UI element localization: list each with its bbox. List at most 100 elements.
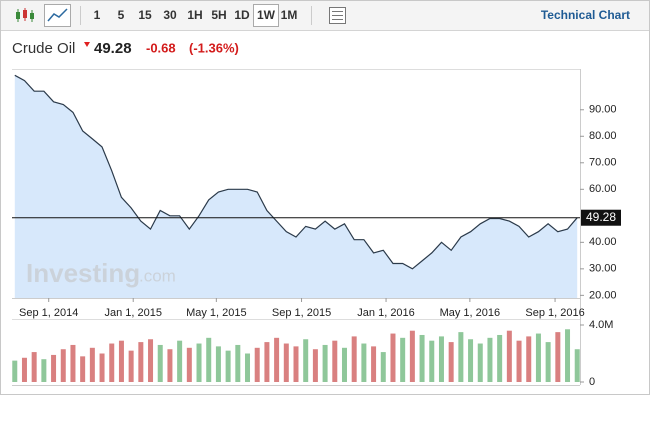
candle-icon[interactable] <box>16 8 34 22</box>
technical-chart-link[interactable]: Technical Chart <box>541 8 630 22</box>
volume-bar <box>186 347 192 382</box>
y-tick-label: 20.00 <box>589 289 617 301</box>
price-change-pct: (-1.36%) <box>189 40 239 55</box>
y2-tick-label: 4.0M <box>589 319 613 331</box>
last-price-label: 49.28 <box>586 210 616 224</box>
y2-tick-label: 0 <box>589 376 595 388</box>
volume-bar <box>487 337 493 382</box>
line-icon[interactable] <box>44 4 71 27</box>
price-line <box>14 74 578 270</box>
interval-button[interactable]: 1D <box>234 8 250 22</box>
volume-bar <box>283 343 289 382</box>
y-tick-label: 80.00 <box>589 130 617 142</box>
watermark: Investing <box>26 258 140 288</box>
volume-bar <box>41 359 47 382</box>
volume-bar <box>555 332 561 382</box>
selected-interval-box <box>253 4 279 27</box>
y-tick-label: 60.00 <box>589 183 617 195</box>
volume-bar <box>574 349 580 382</box>
volume-bar <box>526 336 532 382</box>
last-price-box <box>581 209 621 226</box>
volume-bar <box>429 340 435 382</box>
price-area <box>14 75 578 298</box>
volume-bar <box>312 349 318 382</box>
volume-bar <box>332 340 338 382</box>
volume-bar <box>215 346 221 382</box>
interval-button[interactable]: 15 <box>138 8 152 22</box>
volume-bar <box>80 356 86 382</box>
instrument-name: Crude Oil <box>12 40 75 57</box>
volume-bar <box>31 352 37 382</box>
x-tick-label: Sep 1, 2014 <box>19 307 78 319</box>
volume-bar <box>60 349 66 382</box>
volume-bar <box>448 342 454 382</box>
volume-bar <box>497 334 503 382</box>
x-tick-label: Sep 1, 2015 <box>272 307 331 319</box>
volume-bar <box>565 329 571 382</box>
volume-bar <box>351 336 357 382</box>
volume-bar <box>535 333 541 382</box>
volume-bar <box>516 340 522 382</box>
volume-bar <box>245 353 251 382</box>
interval-button[interactable]: 1W <box>257 8 276 22</box>
volume-bar <box>468 339 474 382</box>
settings-icon[interactable] <box>329 7 346 24</box>
price-change: -0.68 <box>146 40 176 55</box>
volume-bar <box>419 334 425 382</box>
volume-bar <box>341 347 347 382</box>
x-tick-label: Sep 1, 2016 <box>525 307 584 319</box>
interval-button[interactable]: 1 <box>94 8 101 22</box>
volume-bar <box>274 337 280 382</box>
interval-button[interactable]: 1H <box>187 8 202 22</box>
x-tick-label: May 1, 2015 <box>186 307 247 319</box>
volume-bar <box>51 354 57 382</box>
y-tick-label: 90.00 <box>589 104 617 116</box>
volume-bar <box>400 337 406 382</box>
interval-button[interactable]: 30 <box>163 8 177 22</box>
volume-bar <box>21 357 27 382</box>
volume-bar <box>458 332 464 382</box>
interval-button[interactable]: 1M <box>281 8 298 22</box>
x-tick-label: May 1, 2016 <box>440 307 501 319</box>
volume-bar <box>89 347 95 382</box>
volume-bar <box>438 336 444 382</box>
volume-bar <box>70 344 76 382</box>
volume-bar <box>167 349 173 382</box>
interval-button[interactable]: 5 <box>118 8 125 22</box>
interval-button[interactable]: 5H <box>211 8 226 22</box>
volume-bar <box>148 339 154 382</box>
y-tick-label: 30.00 <box>589 263 617 275</box>
volume-bar <box>264 342 270 382</box>
volume-bar <box>138 342 144 382</box>
watermark-suffix: .com <box>139 266 176 285</box>
volume-bar <box>225 350 231 382</box>
volume-bar <box>303 339 309 382</box>
volume-bar <box>506 330 512 382</box>
toolbar <box>1 1 649 30</box>
volume-bar <box>196 343 202 382</box>
last-price: 49.28 <box>94 40 132 57</box>
volume-bar <box>118 340 124 382</box>
down-arrow <box>84 42 90 47</box>
volume-bar <box>206 337 212 382</box>
volume-bar <box>361 343 367 382</box>
volume-bar <box>390 333 396 382</box>
volume-bar <box>322 344 328 382</box>
volume-bar <box>380 352 386 382</box>
volume-bar <box>235 344 241 382</box>
volume-bar <box>128 350 134 382</box>
volume-bar <box>109 343 115 382</box>
volume-bar <box>371 346 377 382</box>
x-tick-label: Jan 1, 2015 <box>104 307 162 319</box>
y-tick-label: 40.00 <box>589 236 617 248</box>
volume-bar <box>293 346 299 382</box>
volume-bar <box>409 330 415 382</box>
volume-bar <box>177 340 183 382</box>
volume-bar <box>157 344 163 382</box>
volume-bar <box>99 353 105 382</box>
volume-bar <box>12 360 18 382</box>
y-tick-label: 70.00 <box>589 157 617 169</box>
x-tick-label: Jan 1, 2016 <box>357 307 415 319</box>
volume-bar <box>254 347 260 382</box>
